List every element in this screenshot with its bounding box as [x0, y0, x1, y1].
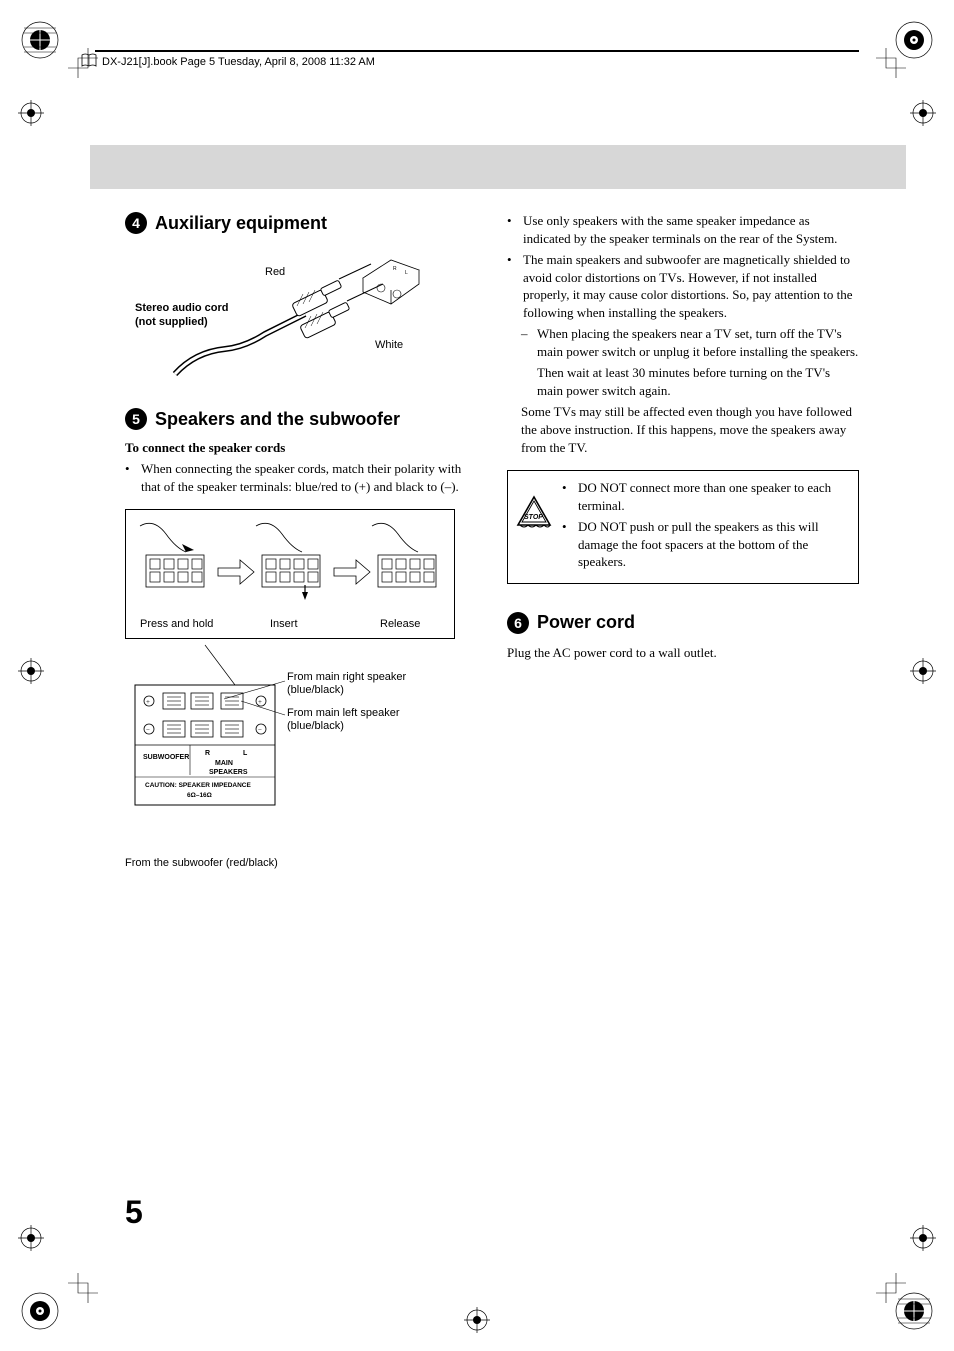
section-power-title: Power cord [537, 612, 635, 633]
regmark-upperleft-icon [18, 100, 44, 126]
label-cord2: (not supplied) [135, 316, 208, 328]
right-bullet-2a-text: When placing the speakers near a TV set,… [537, 325, 859, 360]
right-bullet-2b-text: Then wait at least 30 minutes before tur… [507, 364, 859, 399]
caution-box: STOP • DO NOT connect more than one spea… [507, 470, 859, 584]
regmark-lowerright-icon [910, 1225, 936, 1251]
right-bullet-2c-text: Some TVs may still be affected even thou… [507, 403, 859, 456]
svg-text:−: − [258, 726, 262, 734]
dash-icon: – [521, 325, 531, 360]
header-text: DX-J21[J].book Page 5 Tuesday, April 8, … [102, 56, 375, 68]
step-insert: Insert [270, 618, 298, 630]
cropmark-bottomleft-icon [20, 1291, 60, 1331]
svg-text:STOP: STOP [524, 514, 543, 521]
bullet-icon: • [562, 518, 572, 571]
caution-1: • DO NOT connect more than one speaker t… [562, 479, 848, 514]
svg-text:−: − [146, 726, 150, 734]
caution-list: • DO NOT connect more than one speaker t… [562, 479, 848, 575]
page: DX-J21[J].book Page 5 Tuesday, April 8, … [0, 0, 954, 1351]
section-aux-head: 4 Auxiliary equipment [125, 212, 477, 234]
right-column: • Use only speakers with the same speake… [507, 200, 859, 1231]
svg-text:L: L [405, 270, 408, 276]
terminal-diagram: Press and hold Insert Release [125, 509, 455, 639]
badge-6-icon: 6 [507, 612, 529, 634]
content-area: 4 Auxiliary equipment Red White Stereo a… [125, 200, 869, 1231]
svg-text:CAUTION: SPEAKER IMPEDANCE: CAUTION: SPEAKER IMPEDANCE [145, 782, 251, 789]
right-bullet-2: • The main speakers and subwoofer are ma… [507, 251, 859, 321]
right-bullet-2a: – When placing the speakers near a TV se… [507, 325, 859, 360]
terminal-steps-icon [136, 520, 456, 625]
badge-5-icon: 5 [125, 408, 147, 430]
left-column: 4 Auxiliary equipment Red White Stereo a… [125, 200, 477, 1231]
label-from-right: From main right speaker (blue/black) [287, 671, 457, 697]
gray-header-band [90, 145, 906, 189]
svg-text:R: R [393, 266, 397, 272]
section-speakers-head: 5 Speakers and the subwoofer [125, 408, 477, 430]
aux-cable-icon: R L [135, 244, 435, 384]
svg-text:SPEAKERS: SPEAKERS [209, 769, 248, 776]
label-from-sub: From the subwoofer (red/black) [125, 857, 477, 869]
stop-icon: STOP [516, 495, 552, 534]
right-bullet-2-text: The main speakers and subwoofer are magn… [523, 251, 859, 321]
speaker-subhead: To connect the speaker cords [125, 440, 477, 456]
svg-text:R: R [205, 750, 210, 757]
cropmark-topleft-icon [20, 20, 60, 60]
svg-text:+: + [258, 698, 262, 706]
section-aux-title: Auxiliary equipment [155, 213, 327, 234]
step-release: Release [380, 618, 420, 630]
frame-corner-icon [68, 1273, 98, 1303]
bullet-icon: • [507, 212, 517, 247]
regmark-right-icon [910, 658, 936, 684]
badge-4-icon: 4 [125, 212, 147, 234]
right-bullet-1: • Use only speakers with the same speake… [507, 212, 859, 247]
svg-text:6Ω–16Ω: 6Ω–16Ω [187, 792, 212, 799]
frame-corner-icon [876, 1273, 906, 1303]
regmark-left-icon [18, 658, 44, 684]
svg-text:MAIN: MAIN [215, 760, 233, 767]
bullet-icon: • [562, 479, 572, 514]
right-bullet-1-text: Use only speakers with the same speaker … [523, 212, 859, 247]
label-from-left: From main left speaker (blue/black) [287, 707, 457, 733]
step-press: Press and hold [140, 618, 213, 630]
caution-2: • DO NOT push or pull the speakers as th… [562, 518, 848, 571]
panel-diagram: + + − − [125, 645, 465, 845]
bullet-icon: • [507, 251, 517, 321]
regmark-lowerleft-icon [18, 1225, 44, 1251]
page-number: 5 [125, 1194, 143, 1231]
header-rule [95, 50, 859, 52]
regmark-bottom-icon [464, 1307, 490, 1333]
section-power-head: 6 Power cord [507, 612, 859, 634]
caution-2-text: DO NOT push or pull the speakers as this… [578, 518, 848, 571]
speaker-bullet-1-text: When connecting the speaker cords, match… [141, 460, 477, 495]
frame-corner-icon [876, 48, 906, 78]
power-text: Plug the AC power cord to a wall outlet. [507, 644, 859, 662]
aux-diagram: Red White Stereo audio cord (not supplie… [135, 244, 435, 384]
book-icon [80, 52, 98, 70]
svg-text:+: + [146, 698, 150, 706]
speaker-bullet-1: • When connecting the speaker cords, mat… [125, 460, 477, 495]
label-red: Red [265, 266, 285, 278]
caution-1-text: DO NOT connect more than one speaker to … [578, 479, 848, 514]
svg-text:L: L [243, 750, 248, 757]
label-cord1: Stereo audio cord [135, 302, 229, 314]
svg-text:SUBWOOFER: SUBWOOFER [143, 754, 189, 761]
regmark-upperright-icon [910, 100, 936, 126]
section-speakers-title: Speakers and the subwoofer [155, 409, 400, 430]
label-white: White [375, 339, 403, 351]
bullet-icon: • [125, 460, 135, 495]
